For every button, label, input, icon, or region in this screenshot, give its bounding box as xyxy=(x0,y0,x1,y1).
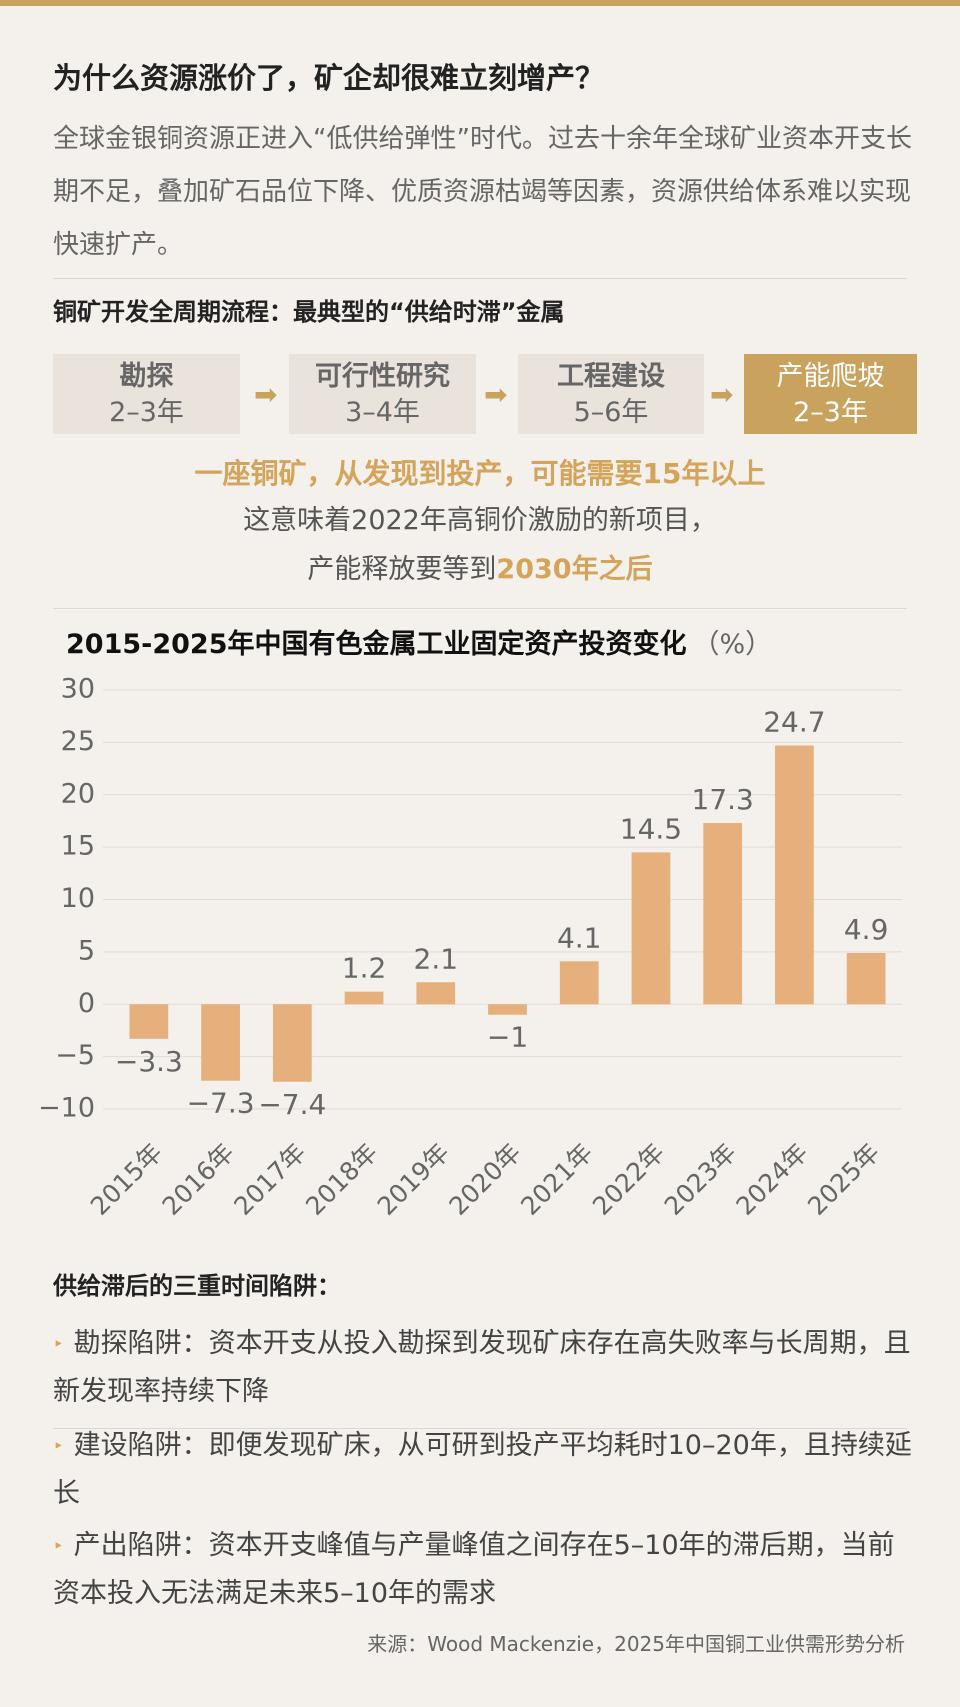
step: 工程建设 5–6年 xyxy=(518,354,704,434)
trap-text: 产出陷阱：资本开支峰值与产量峰值之间存在5–10年的滞后期，当前资本投入无法满足… xyxy=(53,1530,895,1609)
value-label: 1.2 xyxy=(342,952,387,985)
value-label: −7.3 xyxy=(187,1087,255,1120)
x-tick-label: 2022年 xyxy=(587,1138,670,1221)
x-tick-label: 2021年 xyxy=(515,1138,598,1221)
intro: 全球金银铜资源正进入“低供给弹性”时代。过去十余年全球矿业资本开支长期不足，叠加… xyxy=(53,124,912,260)
step: 勘探 2–3年 xyxy=(53,354,240,434)
trap-item: ‣ 勘探陷阱：资本开支从投入勘探到发现矿床存在高失败率与长周期，且新发现率持续下降 xyxy=(53,1328,911,1407)
chart-title-text: 2015-2025年中国有色金属工业固定资产投资变化 xyxy=(66,628,687,660)
value-label: 17.3 xyxy=(692,783,754,816)
y-tick-label: 10 xyxy=(61,883,95,914)
y-tick-label: 0 xyxy=(78,988,95,1019)
bar xyxy=(201,1004,240,1081)
step-duration: 2–3年 xyxy=(109,397,184,428)
source: 来源：Wood Mackenzie，2025年中国铜工业供需形势分析 xyxy=(367,1632,905,1656)
chart-unit: （%） xyxy=(693,629,773,660)
y-tick-label: 30 xyxy=(61,674,95,705)
arrow: ➡ xyxy=(484,378,508,411)
x-tick-label: 2018年 xyxy=(300,1138,383,1221)
bar xyxy=(703,823,743,1005)
step-duration: 3–4年 xyxy=(345,397,420,428)
note-emphasis: 2030年之后 xyxy=(496,554,653,585)
bar xyxy=(129,1004,169,1039)
x-tick-label: 2020年 xyxy=(444,1138,527,1221)
step-name: 工程建设 xyxy=(557,361,665,392)
note-text: 产能释放要等到 xyxy=(307,554,497,585)
bar xyxy=(416,982,456,1005)
arrow: ➡ xyxy=(254,378,278,411)
note: 这意味着2022年高铜价激励的新项目， xyxy=(243,505,717,536)
step-name: 产能爬坡 xyxy=(776,361,885,392)
chart: 2015-2025年中国有色金属工业固定资产投资变化 （%） −10 −5 0 5 10 1… xyxy=(38,628,902,1221)
x-tick-label: 2017年 xyxy=(228,1138,311,1221)
x-tick-label: 2025年 xyxy=(802,1138,885,1221)
trap-item: ‣ 产出陷阱：资本开支峰值与产量峰值之间存在5–10年的滞后期，当前资本投入无法满… xyxy=(53,1530,895,1609)
highlight: 一座铜矿，从发现到投产，可能需要15年以上 xyxy=(194,457,766,490)
title: 为什么资源涨价了，矿企却很难立刻增产？ xyxy=(53,61,605,95)
bar xyxy=(272,1004,312,1082)
step-duration: 5–6年 xyxy=(573,397,649,428)
x-tick-label: 2023年 xyxy=(659,1138,742,1221)
step: 产能爬坡 2–3年 xyxy=(744,354,917,434)
bar xyxy=(631,852,671,1005)
bar xyxy=(488,1004,527,1015)
value-label: 24.7 xyxy=(763,706,825,739)
trap-item: ‣ 建设陷阱：即便发现矿床，从可研到投产平均耗时10–20年，且持续延长 xyxy=(53,1430,912,1509)
bar xyxy=(775,745,814,1005)
divider xyxy=(53,608,907,609)
chart-title: 2015-2025年中国有色金属工业固定资产投资变化 （%） xyxy=(66,628,772,660)
bar xyxy=(559,961,599,1005)
value-label: 4.1 xyxy=(557,921,602,954)
x-tick-label: 2015年 xyxy=(85,1138,168,1221)
y-tick-label: 25 xyxy=(61,726,95,757)
value-label: 14.5 xyxy=(620,812,682,845)
divider xyxy=(53,278,907,279)
section-title: 铜矿开发全周期流程：最典型的“供给时滞”金属 xyxy=(53,298,565,326)
y-tick-label: −10 xyxy=(38,1093,95,1124)
value-label: 4.9 xyxy=(844,913,889,946)
bar xyxy=(344,991,384,1005)
step-name: 勘探 xyxy=(119,361,174,392)
traps-title: 供给滞后的三重时间陷阱： xyxy=(53,1272,341,1300)
step-duration: 2–3年 xyxy=(793,397,868,428)
x-tick-label: 2019年 xyxy=(372,1138,455,1221)
value-label: −3.3 xyxy=(115,1045,183,1078)
y-tick-label: 5 xyxy=(78,935,95,966)
y-tick-label: −5 xyxy=(55,1040,95,1071)
y-tick-label: 20 xyxy=(61,778,95,809)
note: 产能释放要等到2030年之后 xyxy=(0,547,960,586)
trap-text: 勘探陷阱：资本开支从投入勘探到发现矿床存在高失败率与长周期，且新发现率持续下降 xyxy=(53,1328,911,1407)
x-tick-label: 2024年 xyxy=(730,1138,813,1221)
value-label: −1 xyxy=(487,1021,528,1054)
x-tick-label: 2016年 xyxy=(157,1138,240,1221)
step-name: 可行性研究 xyxy=(315,361,450,392)
step: 可行性研究 3–4年 xyxy=(289,354,476,434)
divider xyxy=(53,1428,907,1429)
value-label: −7.4 xyxy=(258,1088,326,1121)
y-tick-label: 15 xyxy=(61,831,95,862)
value-label: 2.1 xyxy=(414,942,459,975)
top-bar xyxy=(0,0,960,6)
trap-text: 建设陷阱：即便发现矿床，从可研到投产平均耗时10–20年，且持续延长 xyxy=(53,1430,912,1509)
arrow: ➡ xyxy=(710,378,734,411)
bar xyxy=(846,952,886,1005)
